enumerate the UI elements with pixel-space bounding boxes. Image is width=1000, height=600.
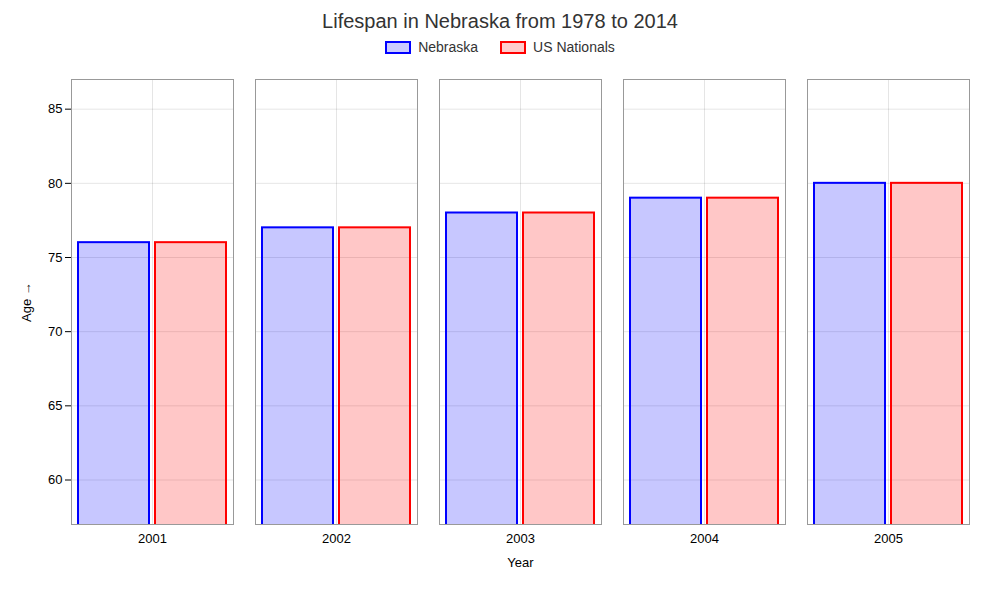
svg-text:70: 70	[48, 324, 62, 339]
svg-text:60: 60	[48, 472, 62, 487]
svg-text:85: 85	[48, 101, 62, 116]
svg-text:75: 75	[48, 250, 62, 265]
svg-text:2001: 2001	[138, 531, 167, 546]
svg-text:Year: Year	[507, 555, 534, 570]
html-text:Nebraska: Nebraska	[418, 39, 479, 55]
svg-text:Age →: Age →	[19, 282, 34, 322]
svg-text:65: 65	[48, 398, 62, 413]
html-text:US Nationals: US Nationals	[533, 39, 615, 55]
svg-text:2002: 2002	[322, 531, 351, 546]
html-text:Lifespan in Nebraska from 1978: Lifespan in Nebraska from 1978 to 2014	[322, 10, 678, 32]
svg-text:80: 80	[48, 175, 62, 190]
svg-text:2004: 2004	[690, 531, 719, 546]
svg-text:2005: 2005	[874, 531, 903, 546]
svg-text:2003: 2003	[506, 531, 535, 546]
